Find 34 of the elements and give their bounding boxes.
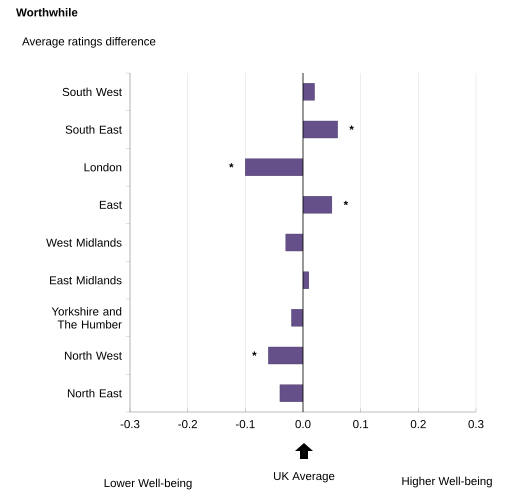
y-tick-label: North West bbox=[64, 351, 122, 360]
y-tick-label: West Midlands bbox=[46, 238, 122, 247]
x-tick-label: 0.1 bbox=[353, 420, 368, 428]
x-tick-label: 0.2 bbox=[410, 420, 426, 428]
y-tick-label: North East bbox=[68, 388, 122, 398]
bar bbox=[302, 196, 332, 214]
y-tick-label: South West bbox=[62, 88, 122, 96]
text: Lower Well-being bbox=[104, 478, 192, 490]
x-tick-label: -0.3 bbox=[120, 420, 140, 428]
annotation: * bbox=[349, 126, 354, 130]
annotation: * bbox=[252, 352, 257, 356]
y-tick-label: South East bbox=[66, 125, 122, 134]
bar bbox=[302, 271, 309, 289]
bar bbox=[302, 83, 315, 101]
bar bbox=[280, 384, 304, 402]
x-tick-label: -0.2 bbox=[178, 420, 197, 428]
bar bbox=[291, 309, 304, 327]
y-tick-label: Yorkshire and The Humber bbox=[52, 307, 122, 329]
x-tick-label: -0.1 bbox=[236, 420, 255, 428]
bar bbox=[302, 120, 338, 138]
annotation: * bbox=[229, 163, 234, 168]
x-tick-label: 0.3 bbox=[468, 420, 484, 428]
bar bbox=[268, 346, 304, 364]
y-tick-label: East Midlands bbox=[50, 276, 122, 284]
annotation: * bbox=[344, 200, 348, 206]
bar bbox=[245, 158, 304, 176]
chart-title: Worthwhile bbox=[16, 8, 78, 16]
y-tick-label: East bbox=[100, 200, 122, 209]
text: UK Average bbox=[274, 472, 334, 482]
bar bbox=[286, 234, 304, 252]
chart-subtitle: Average ratings difference bbox=[22, 37, 156, 48]
text: Higher Well-being bbox=[402, 476, 492, 488]
x-tick-label: 0.0 bbox=[295, 420, 311, 428]
y-tick-label: London bbox=[84, 162, 122, 172]
